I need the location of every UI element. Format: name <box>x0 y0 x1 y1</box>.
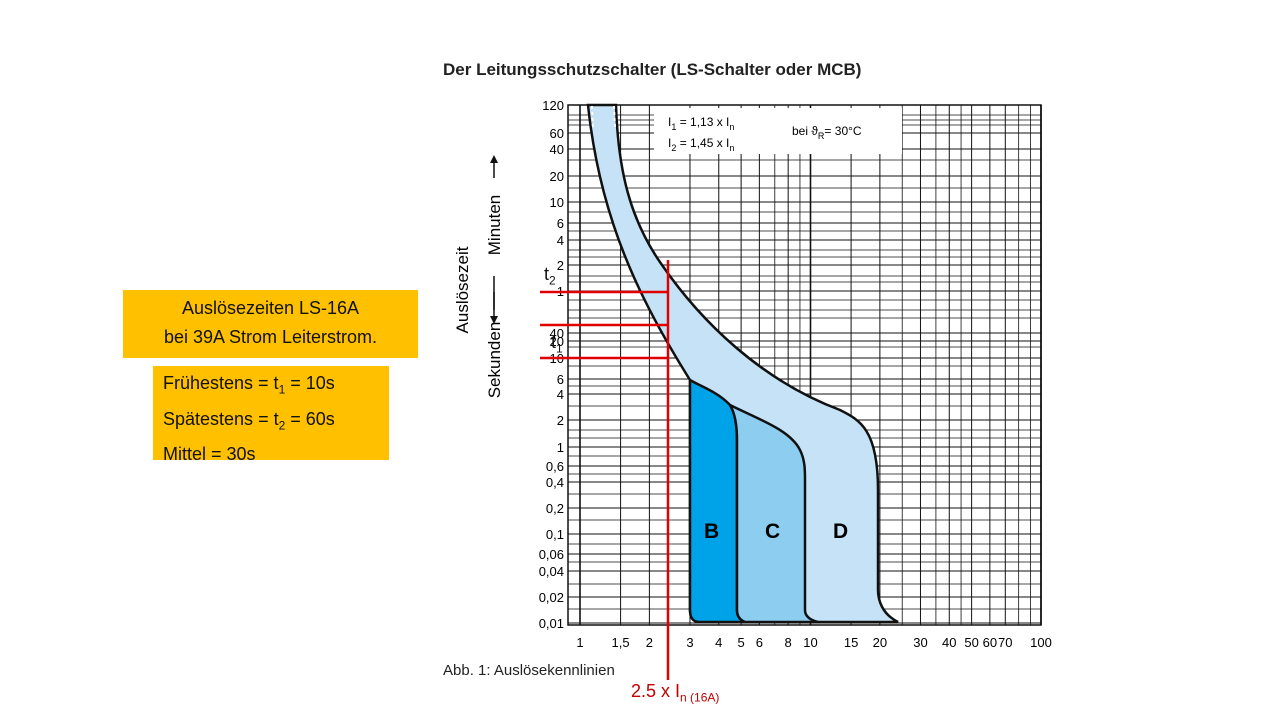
x-tick-label: 15 <box>844 635 858 650</box>
y-tick-label-min: 10 <box>550 195 564 210</box>
x-tick-label: 30 <box>913 635 927 650</box>
y-tick-label-min: 20 <box>550 169 564 184</box>
y-tick-label-min: 40 <box>550 142 564 157</box>
series-label-D: D <box>833 520 848 543</box>
y-tick-label-sec: 0,1 <box>546 527 564 542</box>
y-tick-label-sec: 4 <box>557 387 564 402</box>
x-tick-label: 5 <box>737 635 744 650</box>
y-axis-seconds: Sekunden <box>485 322 504 399</box>
x-tick-label: 70 <box>998 635 1012 650</box>
x-tick-label: 100 <box>1030 635 1052 650</box>
y-tick-label-min: 4 <box>557 233 564 248</box>
x-tick-label: 2 <box>646 635 653 650</box>
figure-caption: Abb. 1: Auslösekennlinien <box>443 662 615 679</box>
y-tick-label-sec: 2 <box>557 413 564 428</box>
x-tick-label: 3 <box>686 635 693 650</box>
dashed-curve-top <box>591 105 616 129</box>
marker-t1: t1 <box>551 332 563 356</box>
legend-temp: bei ϑR= 30°C <box>792 124 862 141</box>
y-tick-labels: 12060402010642140201064210,60,40,20,10,0… <box>539 98 564 631</box>
y-tick-label-sec: 20 <box>550 334 564 349</box>
y-axis-label: Auslösezeit Minuten Sekunden <box>453 155 504 398</box>
result-mean: Mittel = 30s <box>163 444 256 465</box>
y-tick-label-sec: 0,06 <box>539 547 564 562</box>
info-box: Auslösezeiten LS-16A bei 39A Strom Leite… <box>123 290 418 358</box>
y-tick-label-min: 2 <box>557 258 564 273</box>
legend-i2: I2 = 1,45 x In <box>668 136 734 153</box>
x-tick-label: 8 <box>785 635 792 650</box>
current-marker-label: 2.5 x In (16A) <box>631 681 720 705</box>
x-tick-label: 40 <box>942 635 956 650</box>
info-line-2: bei 39A Strom Leiterstrom. <box>163 327 378 347</box>
result-late: Spätestens = t2 = 60s <box>163 408 335 433</box>
x-tick-label: 1 <box>576 635 583 650</box>
result-early: Frühestens = t1 = 10s <box>163 373 335 397</box>
y-tick-label-sec: 1 <box>557 440 564 455</box>
y-tick-label-sec: 0,2 <box>546 501 564 516</box>
y-tick-label-sec: 0,6 <box>546 459 564 474</box>
y-axis-title: Auslösezeit <box>453 246 472 333</box>
result-box: Frühestens = t1 = 10s Spätestens = t2 = … <box>153 366 389 464</box>
legend-box <box>654 108 902 154</box>
time-band <box>586 103 899 624</box>
x-tick-label: 4 <box>715 635 722 650</box>
series-label-B: B <box>704 520 719 543</box>
red-annotation <box>540 260 670 680</box>
y-tick-label-sec: 0,02 <box>539 590 564 605</box>
y-tick-label-sec: 40 <box>550 326 564 341</box>
series-label-C: C <box>765 520 780 543</box>
x-tick-label: 1,5 <box>612 635 630 650</box>
y-tick-label-min: 60 <box>550 126 564 141</box>
x-tick-label: 50 <box>964 635 978 650</box>
x-tick-label: 10 <box>803 635 817 650</box>
y-tick-label-sec: 6 <box>557 372 564 387</box>
marker-t2: t2 <box>544 264 556 288</box>
x-tick-labels: 1 1,5 2 3 4 5 6 8 10 15 20 30 40 50 60 70 100 <box>576 635 1051 650</box>
chart-title: Der Leitungsschutzschalter (LS-Schalter … <box>443 60 862 79</box>
y-tick-label-sec: 0,01 <box>539 616 564 631</box>
y-tick-label-sec: 0,04 <box>539 564 564 579</box>
band-C <box>726 401 819 624</box>
x-tick-label: 20 <box>873 635 887 650</box>
y-tick-label-sec: 0,4 <box>546 475 564 490</box>
info-line-1: Auslösezeiten LS-16A <box>181 298 360 318</box>
x-tick-label: 6 <box>756 635 763 650</box>
y-axis-minutes: Minuten <box>485 195 504 255</box>
x-tick-label: 60 <box>983 635 997 650</box>
legend-i1: I1 = 1,13 x In <box>668 115 734 132</box>
y-tick-label-min: 6 <box>557 216 564 231</box>
y-tick-label-min: 120 <box>542 98 564 113</box>
